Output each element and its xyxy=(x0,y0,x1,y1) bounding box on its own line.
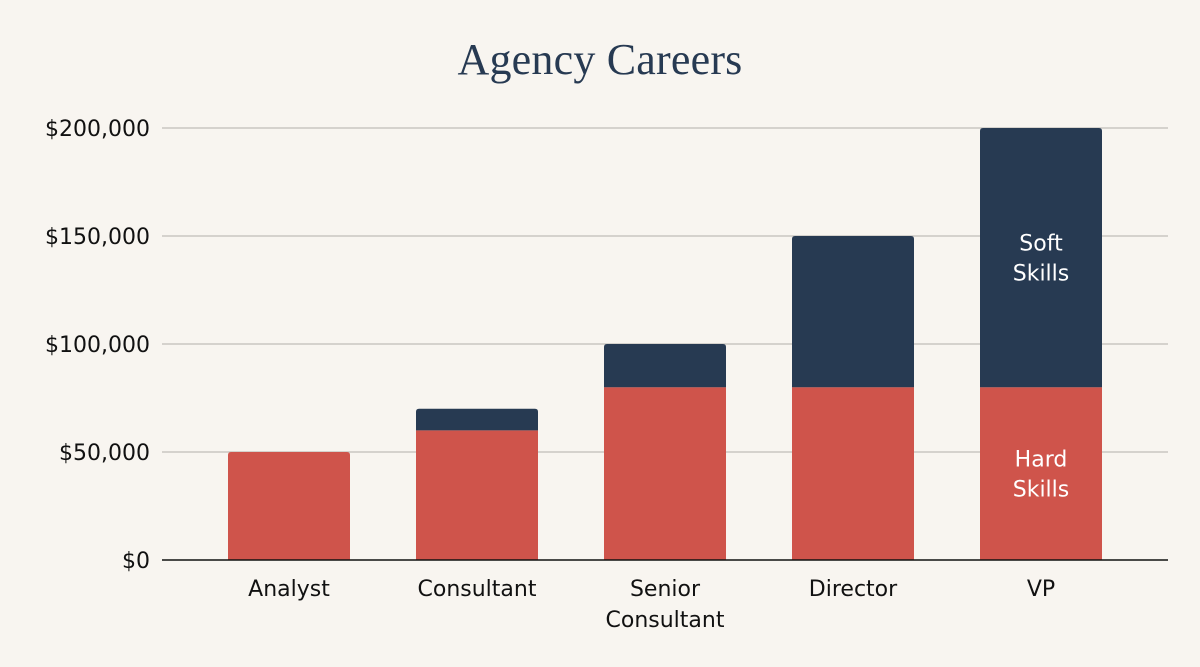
bar-consultant-soft-skills xyxy=(416,408,538,431)
bar-vp-soft-skills xyxy=(980,128,1102,388)
x-tick-label: Consultant xyxy=(418,577,537,602)
bar-director-soft-skills xyxy=(792,236,914,388)
x-tick-label: Senior Consultant xyxy=(606,577,725,633)
x-tick-label: VP xyxy=(1027,577,1055,602)
segment-labels: Soft Skills Hard Skills xyxy=(1013,232,1070,503)
segment-label-soft-skills: Soft Skills xyxy=(1013,232,1070,287)
x-axis-category-labels: Analyst Consultant Senior Consultant Directo… xyxy=(248,577,1055,633)
y-tick-label: $200,000 xyxy=(45,117,150,142)
bar-director-hard-skills xyxy=(792,387,914,560)
segment-label-hard-skills: Hard Skills xyxy=(1013,448,1070,503)
bar-analyst-hard-skills xyxy=(228,452,350,560)
x-tick-label: Director xyxy=(809,577,898,602)
y-tick-label: $0 xyxy=(122,549,150,574)
bar-senior-consultant-soft-skills xyxy=(604,344,726,388)
y-tick-label: $100,000 xyxy=(45,333,150,358)
bars xyxy=(228,128,1102,560)
x-tick-label: Analyst xyxy=(248,577,330,602)
bar-vp-hard-skills xyxy=(980,387,1102,560)
y-axis-tick-labels: $0 $50,000 $100,000 $150,000 $200,000 xyxy=(45,117,150,574)
chart-title: Agency Careers xyxy=(457,35,743,84)
y-tick-label: $150,000 xyxy=(45,225,150,250)
bar-senior-consultant-hard-skills xyxy=(604,387,726,560)
bar-consultant-hard-skills xyxy=(416,430,538,560)
y-tick-label: $50,000 xyxy=(59,441,150,466)
